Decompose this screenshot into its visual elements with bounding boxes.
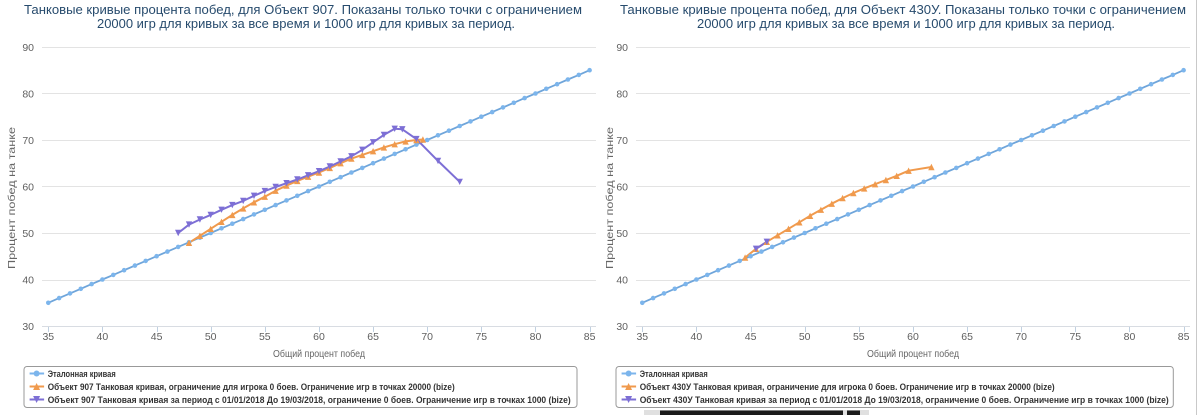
svg-text:70: 70 <box>421 331 433 343</box>
svg-text:Объект 907 Танковая кривая, ог: Объект 907 Танковая кривая, ограничение … <box>48 382 455 393</box>
svg-text:60: 60 <box>616 182 628 194</box>
svg-text:20000 игр для кривых за все вр: 20000 игр для кривых за все время и 1000… <box>97 17 515 31</box>
svg-text:50: 50 <box>616 228 628 240</box>
svg-text:60: 60 <box>313 331 325 343</box>
svg-text:20000 игр для кривых за все вр: 20000 игр для кривых за все время и 1000… <box>697 17 1115 31</box>
svg-text:85: 85 <box>584 331 596 343</box>
svg-text:60: 60 <box>907 331 919 343</box>
svg-text:70: 70 <box>22 135 34 147</box>
svg-text:55: 55 <box>259 331 271 343</box>
svg-text:65: 65 <box>367 331 379 343</box>
svg-text:40: 40 <box>97 331 109 343</box>
svg-text:60: 60 <box>22 182 34 194</box>
svg-text:35: 35 <box>42 331 54 343</box>
svg-text:45: 45 <box>151 331 163 343</box>
svg-text:75: 75 <box>1069 331 1081 343</box>
svg-text:80: 80 <box>616 89 628 101</box>
svg-text:Процент побед на танке: Процент побед на танке <box>604 126 616 269</box>
svg-text:30: 30 <box>616 321 628 333</box>
svg-text:Процент побед на танке: Процент побед на танке <box>6 126 18 269</box>
svg-text:Объект 907 Танковая кривая за: Объект 907 Танковая кривая за период с 0… <box>48 395 571 406</box>
svg-text:65: 65 <box>961 331 973 343</box>
svg-text:50: 50 <box>22 228 34 240</box>
svg-text:90: 90 <box>22 42 34 54</box>
svg-text:Общий процент побед: Общий процент побед <box>273 348 365 360</box>
svg-text:70: 70 <box>616 135 628 147</box>
svg-text:35: 35 <box>636 331 648 343</box>
svg-text:Объект 430У Танковая кривая за: Объект 430У Танковая кривая за период с … <box>640 395 1169 406</box>
svg-text:50: 50 <box>205 331 217 343</box>
svg-text:40: 40 <box>616 275 628 287</box>
svg-text:90: 90 <box>616 42 628 54</box>
svg-text:Объект 430У Танковая кривая, о: Объект 430У Танковая кривая, ограничение… <box>640 382 1055 393</box>
svg-text:55: 55 <box>853 331 865 343</box>
svg-text:Танковые кривые процента побед: Танковые кривые процента побед, для Объе… <box>620 3 1186 17</box>
svg-text:80: 80 <box>22 89 34 101</box>
svg-text:Общий процент побед: Общий процент побед <box>867 348 959 360</box>
svg-text:50: 50 <box>799 331 811 343</box>
svg-text:30: 30 <box>22 321 34 333</box>
svg-text:40: 40 <box>691 331 703 343</box>
svg-text:40: 40 <box>22 275 34 287</box>
svg-text:Эталонная кривая: Эталонная кривая <box>48 369 116 380</box>
svg-text:Эталонная кривая: Эталонная кривая <box>640 369 708 380</box>
svg-text:80: 80 <box>1124 331 1136 343</box>
svg-text:80: 80 <box>530 331 542 343</box>
svg-text:85: 85 <box>1178 331 1190 343</box>
svg-text:70: 70 <box>1015 331 1027 343</box>
svg-text:45: 45 <box>745 331 757 343</box>
svg-text:75: 75 <box>475 331 487 343</box>
svg-text:Танковые кривые процента побед: Танковые кривые процента побед, для Объе… <box>24 3 582 17</box>
